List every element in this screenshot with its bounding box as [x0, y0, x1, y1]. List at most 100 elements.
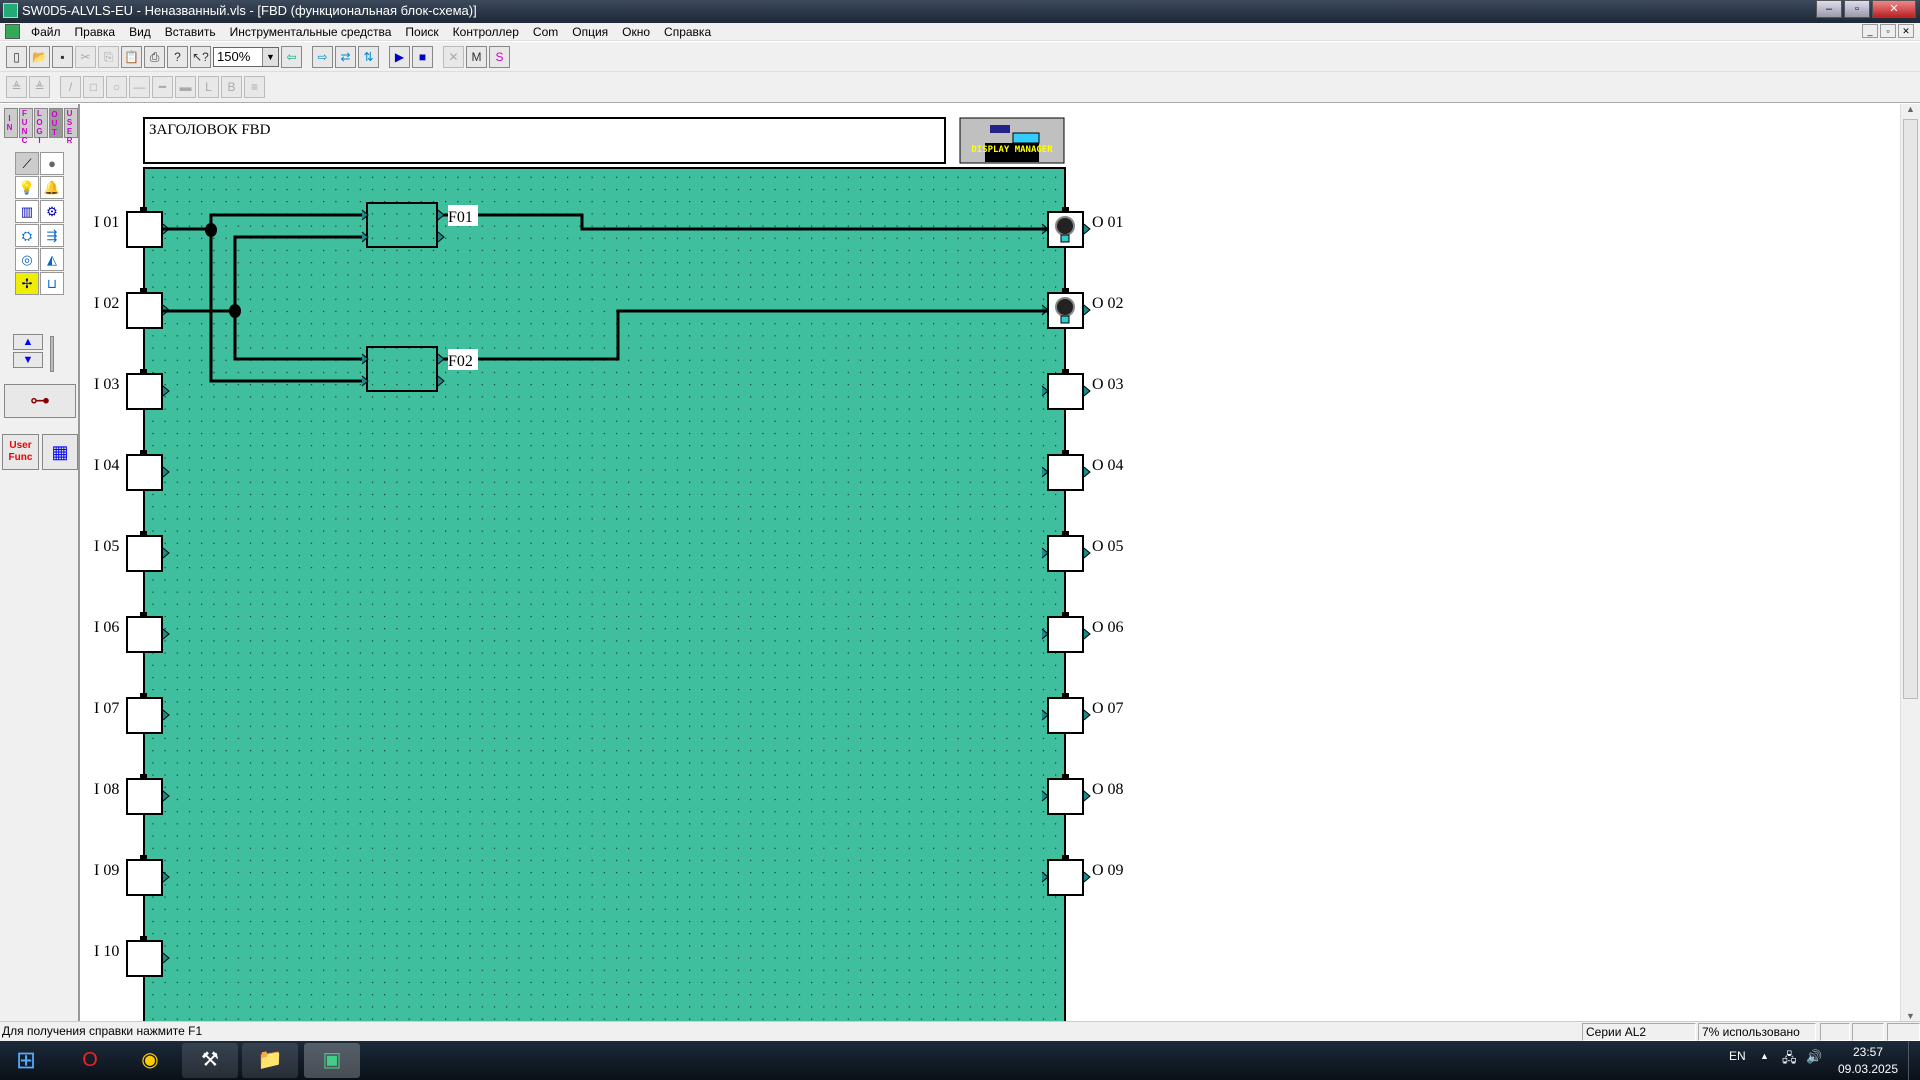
menu-window[interactable]: Окно	[622, 25, 651, 39]
fbd-diagram[interactable]: ЗАГОЛОВОК FBD DISPLAY MANAGER I 01I 02I …	[80, 104, 1900, 1021]
scroll-up-icon[interactable]: ▲	[1906, 104, 1915, 114]
circle-icon[interactable]: ○	[106, 76, 127, 98]
maximize-button[interactable]: ▫	[1844, 0, 1870, 18]
buzzer-icon[interactable]: 🔔	[40, 176, 64, 199]
output-terminal[interactable]: O 07	[1041, 693, 1124, 734]
fbd-workspace[interactable]: ЗАГОЛОВОК FBD DISPLAY MANAGER I 01 I 02 I …	[80, 104, 1900, 1021]
zoom-select[interactable]: 150% ▼	[213, 46, 279, 67]
volume-icon[interactable]: 🔊	[1806, 1049, 1823, 1064]
back-icon[interactable]: ⇦	[281, 45, 302, 68]
stop-icon[interactable]: ■	[412, 45, 433, 68]
menu-search[interactable]: Поиск	[405, 25, 439, 39]
display-manager-button[interactable]: DISPLAY MANAGER	[959, 117, 1065, 164]
input-terminal[interactable]: I 03	[94, 369, 170, 410]
output-terminal[interactable]: O 09	[1041, 855, 1124, 896]
taskbar-opera[interactable]: O	[82, 1049, 98, 1071]
mdi-close-button[interactable]: ✕	[1898, 24, 1914, 38]
lamp-dot-icon[interactable]: ●	[40, 152, 64, 175]
scroll-up-button[interactable]: ▲	[13, 334, 43, 350]
copy-icon[interactable]: ⎘	[98, 45, 119, 68]
hierarchy-button[interactable]: ⊶	[4, 384, 76, 418]
taskbar-explorer[interactable]: 📁	[242, 1043, 298, 1078]
output-terminal[interactable]: O 06	[1041, 612, 1124, 653]
nozzle-icon[interactable]: ◭	[40, 248, 64, 271]
input-terminal[interactable]: I 05	[94, 531, 170, 572]
chevron-down-icon[interactable]: ▼	[262, 47, 278, 66]
menu-view[interactable]: Вид	[129, 25, 151, 39]
document-icon[interactable]	[5, 24, 20, 39]
tank-icon[interactable]: ⊔	[40, 272, 64, 295]
thin-line-icon[interactable]: —	[129, 76, 150, 98]
output-terminal[interactable]: O 01	[1041, 207, 1124, 248]
distribute-icon[interactable]: ≡	[244, 76, 265, 98]
taskbar-tools[interactable]: ⚒	[182, 1043, 238, 1078]
pump-icon[interactable]: ◎	[15, 248, 39, 271]
palette-tab-user[interactable]: USER	[64, 108, 78, 145]
simulate-icon[interactable]: S	[489, 45, 510, 68]
cylinder-icon[interactable]: ⇶	[40, 224, 64, 247]
input-terminal[interactable]: I 10	[94, 936, 170, 977]
menu-tools[interactable]: Инструментальные средства	[229, 25, 392, 39]
input-terminal[interactable]: I 09	[94, 855, 170, 896]
minimize-button[interactable]: –	[1816, 0, 1842, 18]
menu-insert[interactable]: Вставить	[164, 25, 216, 39]
monitor-icon[interactable]: M	[466, 45, 487, 68]
wire-f01-o01[interactable]	[437, 213, 1048, 231]
output-terminal[interactable]: O 08	[1041, 774, 1124, 815]
network-icon[interactable]: 🖧	[1782, 1050, 1797, 1065]
help-icon[interactable]: ?	[167, 45, 188, 68]
switch-icon[interactable]: ⟋	[15, 152, 39, 175]
display-icon[interactable]: ▥	[15, 200, 39, 223]
line-icon[interactable]: /	[60, 76, 81, 98]
input-terminal[interactable]: I 06	[94, 612, 170, 653]
rectangle-icon[interactable]: □	[83, 76, 104, 98]
input-terminal[interactable]: I 02	[94, 288, 170, 329]
language-indicator[interactable]: EN	[1729, 1049, 1746, 1063]
save-icon[interactable]: ▪	[52, 45, 73, 68]
bulb-icon[interactable]: 💡	[15, 176, 39, 199]
header-box[interactable]	[143, 117, 946, 164]
palette-tab-logi[interactable]: LOGI	[34, 108, 48, 145]
scrollbar-thumb[interactable]	[1903, 119, 1918, 699]
output-terminal[interactable]: O 05	[1041, 531, 1124, 572]
thick-line-icon[interactable]: ▬	[175, 76, 196, 98]
input-terminal[interactable]: I 04	[94, 450, 170, 491]
palette-slider[interactable]	[50, 336, 54, 372]
font-icon[interactable]: L	[198, 76, 219, 98]
user-func-button[interactable]: User Func	[2, 434, 39, 470]
motor-icon[interactable]: ⚙	[40, 200, 64, 223]
input-terminal[interactable]: I 08	[94, 774, 170, 815]
read-plc-icon[interactable]: ⇨	[312, 45, 333, 68]
input-terminal[interactable]: I 07	[94, 693, 170, 734]
menu-file[interactable]: Файл	[31, 25, 61, 39]
import-table-button[interactable]: ▦	[42, 434, 78, 470]
taskbar-chrome[interactable]: ◉	[141, 1049, 159, 1071]
scroll-down-icon[interactable]: ▼	[1906, 1011, 1915, 1021]
disconnect-icon[interactable]: ✕	[443, 45, 464, 68]
write-plc-icon[interactable]: ⇅	[358, 45, 379, 68]
menu-edit[interactable]: Правка	[74, 25, 116, 39]
palette-tab-in[interactable]: IN	[4, 108, 18, 138]
open-file-icon[interactable]: 📂	[29, 45, 50, 68]
paste-icon[interactable]: 📋	[121, 45, 142, 68]
wire-f02-o02[interactable]	[437, 309, 1048, 361]
input-terminal[interactable]: I 01	[94, 207, 170, 248]
mdi-restore-button[interactable]: ▫	[1880, 24, 1896, 38]
start-button[interactable]: ⊞	[15, 1047, 37, 1074]
border-icon[interactable]: B	[221, 76, 242, 98]
fan-icon[interactable]: ✢	[15, 272, 39, 295]
show-desktop-button[interactable]	[1908, 1041, 1920, 1080]
valve-icon[interactable]: ⛭	[15, 224, 39, 247]
medium-line-icon[interactable]: ━	[152, 76, 173, 98]
output-terminal[interactable]: O 02	[1041, 288, 1124, 329]
output-terminal[interactable]: O 04	[1041, 450, 1124, 491]
context-help-icon[interactable]: ↖?	[190, 45, 211, 68]
align-top-icon[interactable]: ≜	[6, 76, 27, 98]
menu-controller[interactable]: Контроллер	[452, 25, 519, 39]
run-icon[interactable]: ▶	[389, 45, 410, 68]
scroll-down-button[interactable]: ▼	[13, 352, 43, 368]
mdi-minimize-button[interactable]: _	[1862, 24, 1878, 38]
function-block[interactable]: F02	[361, 346, 478, 392]
clock-date[interactable]: 09.03.2025	[1837, 1062, 1899, 1076]
print-icon[interactable]: ⎙	[144, 45, 165, 68]
